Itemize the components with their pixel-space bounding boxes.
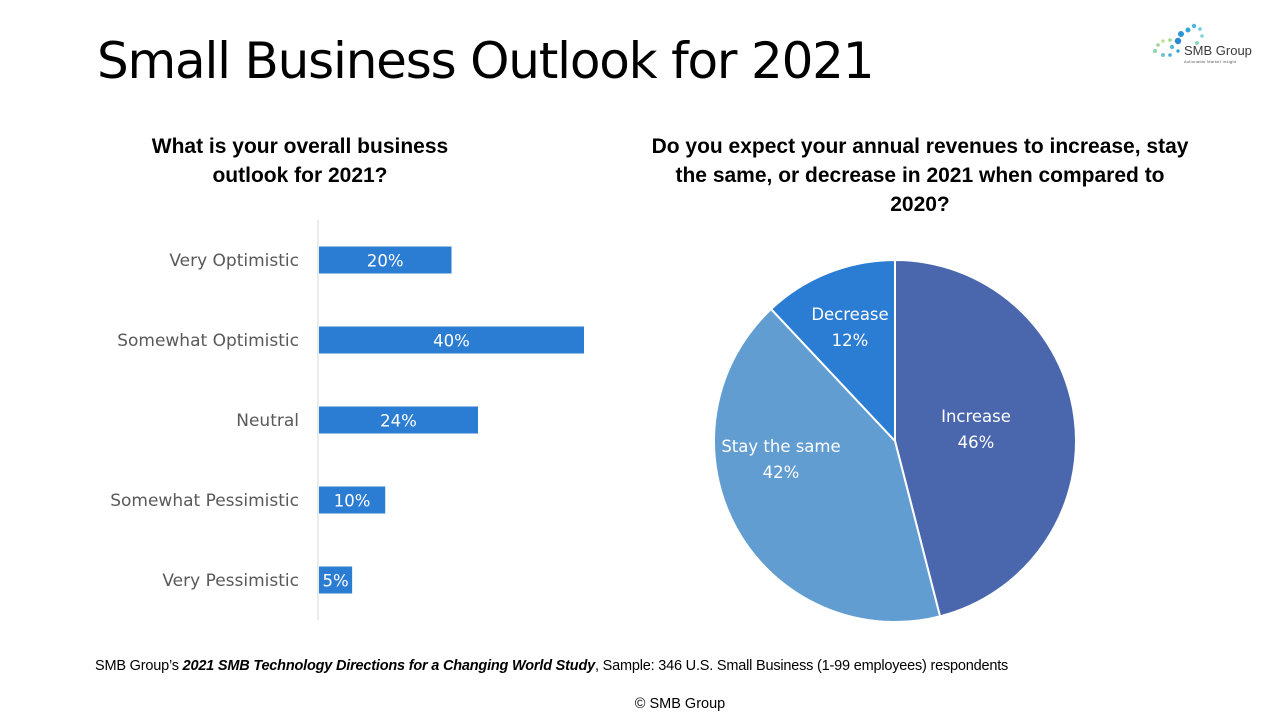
bar-category-label: Very Optimistic <box>169 251 299 271</box>
bar-data-label: 20% <box>367 252 404 271</box>
pie-data-label: 42% <box>763 463 800 482</box>
study-name: 2021 SMB Technology Directions for a Cha… <box>182 658 596 674</box>
pie-slice-label: Decrease <box>811 305 888 324</box>
pie-slice-stay-the-same <box>713 307 942 623</box>
pie-data-label: 12% <box>832 331 869 350</box>
bar-data-label: 10% <box>334 492 371 511</box>
bar-category-label: Somewhat Pessimistic <box>110 491 299 511</box>
pie-data-label: 46% <box>958 433 995 452</box>
logo-dots-icon <box>1153 23 1204 57</box>
slide-title: Small Business Outlook for 2021 <box>97 32 875 90</box>
bar-chart-title-line: outlook for 2021? <box>212 164 388 187</box>
bar-data-label: 24% <box>380 412 417 431</box>
pie-chart-title-line: 2020? <box>890 193 950 216</box>
logo-name: SMB Group <box>1184 43 1252 58</box>
source-suffix: , Sample: 346 U.S. Small Business (1-99 … <box>594 658 1009 674</box>
bar-data-label: 40% <box>433 332 470 351</box>
pie-chart-title: Do you expect your annual revenues to in… <box>600 132 1240 219</box>
source-prefix: SMB Group’s <box>95 658 183 674</box>
bar-category-label: Somewhat Optimistic <box>117 331 299 351</box>
bar <box>319 246 452 274</box>
bar <box>319 326 584 354</box>
logo-tagline: Actionable Market Insight <box>1184 59 1237 64</box>
bar-category-label: Neutral <box>236 411 299 431</box>
bar-data-label: 5% <box>322 572 348 591</box>
bar-chart-title-line: What is your overall business <box>151 135 449 158</box>
pie-slice-decrease <box>769 258 896 444</box>
bar-chart-title: What is your overall business outlook fo… <box>100 132 500 190</box>
bar-category-label: Very Pessimistic <box>162 571 299 591</box>
source-note: SMB Group’s 2021 SMB Technology Directio… <box>95 658 1008 674</box>
pie-chart-title-line: the same, or decrease in 2021 when compa… <box>675 164 1165 187</box>
smb-group-logo: SMB Group Actionable Market Insight <box>1150 20 1265 70</box>
copyright: © SMB Group <box>634 696 726 712</box>
pie-slice-label: Stay the same <box>721 437 840 456</box>
pie-slice-label: Increase <box>941 407 1011 426</box>
pie-chart-title-line: Do you expect your annual revenues to in… <box>651 135 1189 158</box>
bar <box>319 566 353 594</box>
pie-slice-increase <box>894 258 1077 618</box>
bar <box>319 486 386 514</box>
bar <box>319 406 478 434</box>
